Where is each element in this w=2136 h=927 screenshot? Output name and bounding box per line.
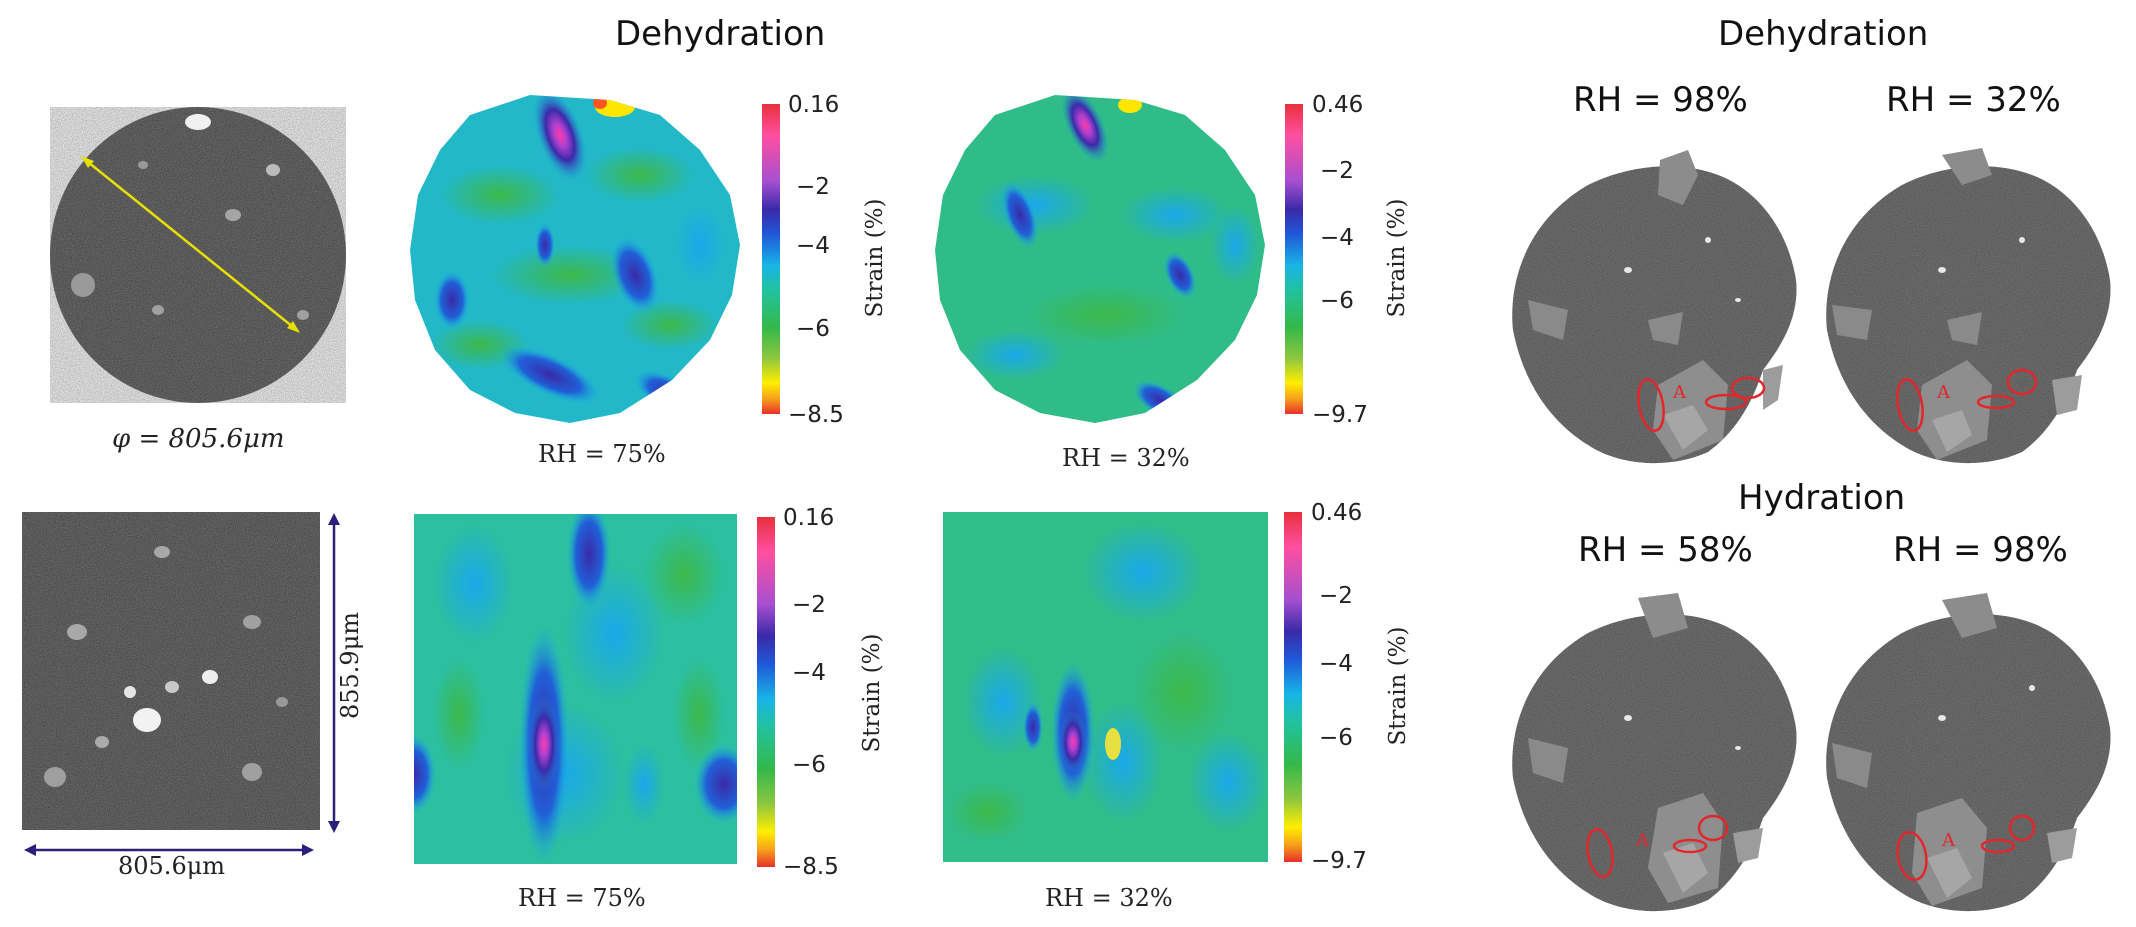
tick-bottom-left-4: −8.5 — [783, 854, 839, 880]
tick-top-left-2: −4 — [796, 233, 830, 259]
colorbar-top-right — [1285, 104, 1303, 414]
tick-bottom-right-2: −4 — [1319, 651, 1353, 677]
tick-bottom-left-3: −6 — [792, 752, 826, 778]
tick-bottom-right-0: 0.46 — [1311, 500, 1363, 526]
ct-marker-a-bottom-right: A — [1941, 830, 1956, 851]
tick-bottom-left-0: 0.16 — [783, 505, 835, 531]
ct-label-top-right: RH = 32% — [1886, 80, 2061, 120]
ct-scan-top-right: A — [1826, 148, 2111, 464]
tick-bottom-left-2: −4 — [792, 660, 826, 686]
ct-marker-a-top-left: A — [1672, 382, 1687, 403]
strain-map-square-rh75 — [414, 514, 737, 864]
tick-top-left-3: −6 — [796, 316, 830, 342]
tick-top-right-3: −6 — [1320, 288, 1354, 314]
diameter-label: φ = 805.6μm — [112, 424, 285, 454]
tick-top-right-4: −9.7 — [1312, 402, 1368, 428]
ct-marker-a-bottom-left: A — [1635, 830, 1650, 851]
ct-label-bottom-left: RH = 58% — [1578, 530, 1753, 570]
heading-dehydration-right: Dehydration — [1718, 14, 1929, 54]
tick-bottom-right-3: −6 — [1319, 725, 1353, 751]
tick-top-right-2: −4 — [1320, 225, 1354, 251]
caption-bottom-left: RH = 75% — [518, 884, 646, 912]
tick-top-right-0: 0.46 — [1312, 92, 1364, 118]
height-label: 855.9μm — [336, 611, 364, 719]
tick-bottom-right-1: −2 — [1319, 583, 1353, 609]
strain-map-circle-rh75 — [410, 95, 740, 423]
heading-hydration-right: Hydration — [1738, 478, 1906, 518]
colorbar-bottom-left — [757, 517, 775, 867]
colorbar-label-bottom-left: Strain (%) — [859, 633, 885, 753]
width-label: 805.6μm — [118, 852, 226, 880]
strain-map-circle-rh32 — [935, 95, 1265, 423]
tick-top-right-1: −2 — [1320, 158, 1354, 184]
specimen-circle-image — [50, 107, 346, 403]
tick-top-left-1: −2 — [796, 174, 830, 200]
strain-map-square-rh32 — [943, 512, 1268, 862]
tick-bottom-right-4: −9.7 — [1311, 848, 1367, 874]
ct-scan-bottom-right: A — [1826, 593, 2111, 912]
ct-label-top-left: RH = 98% — [1573, 80, 1748, 120]
colorbar-label-top-right: Strain (%) — [1384, 198, 1410, 318]
tick-top-left-0: 0.16 — [788, 92, 840, 118]
tick-bottom-left-1: −2 — [792, 592, 826, 618]
colorbar-label-top-left: Strain (%) — [862, 198, 888, 318]
tick-top-left-4: −8.5 — [788, 402, 844, 428]
colorbar-label-bottom-right: Strain (%) — [1385, 626, 1411, 746]
height-dimension-arrow — [328, 513, 340, 833]
ct-label-bottom-right: RH = 98% — [1893, 530, 2068, 570]
caption-bottom-right: RH = 32% — [1045, 884, 1173, 912]
ct-scan-bottom-left: A — [1512, 593, 1797, 912]
colorbar-top-left — [762, 104, 780, 414]
colorbar-bottom-right — [1284, 512, 1302, 862]
ct-marker-a-top-right: A — [1936, 382, 1951, 403]
specimen-square-image — [22, 512, 320, 830]
diameter-arrow — [82, 157, 299, 332]
ct-scan-top-left: A — [1512, 150, 1797, 464]
width-dimension-arrow — [24, 844, 314, 856]
heading-dehydration-left: Dehydration — [615, 14, 826, 54]
caption-top-right: RH = 32% — [1062, 444, 1190, 472]
caption-top-left: RH = 75% — [538, 440, 666, 468]
